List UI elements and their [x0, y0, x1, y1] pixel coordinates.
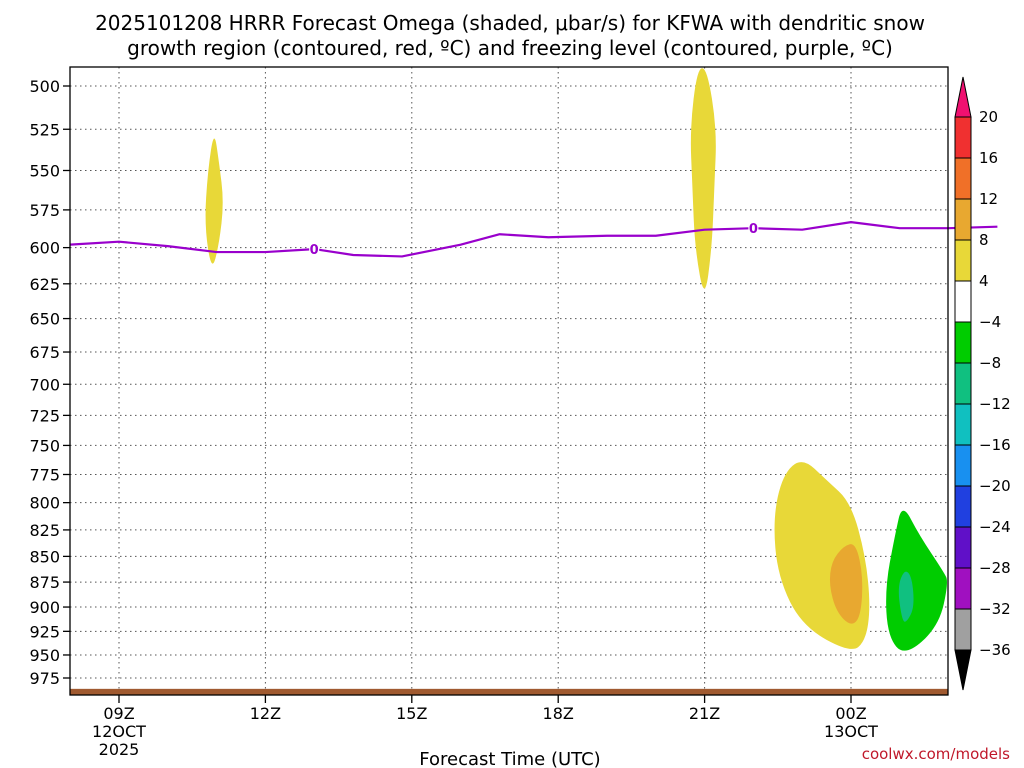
colorbar-label: 8: [979, 231, 989, 249]
colorbar-box: [954, 403, 972, 446]
freezing-label-background: [309, 241, 320, 258]
y-tick-label: 900: [29, 598, 60, 617]
y-tick-label: 950: [29, 646, 60, 665]
chart-title-line-1: 2025101208 HRRR Forecast Omega (shaded, …: [95, 11, 925, 35]
colorbar-box: [954, 239, 972, 282]
y-tick-label: 550: [29, 161, 60, 180]
x-tick-label: 15Z: [396, 704, 427, 723]
colorbar-box: [954, 526, 972, 569]
terrain-fill: [70, 688, 948, 695]
y-tick-label: 775: [29, 465, 60, 484]
terrain-band: [70, 688, 948, 695]
y-tick-label: 975: [29, 669, 60, 688]
freezing-level-label: 0: [749, 222, 758, 237]
colorbar-label: −16: [979, 436, 1011, 454]
x-tick-label: 12Z: [250, 704, 281, 723]
omega-shaded-regions: [205, 68, 947, 651]
colorbar-label: −8: [979, 354, 1001, 372]
omega-region: [898, 571, 914, 622]
colorbar: 20 16 12 8 4 −4 −8 −12 −16 −20 −24 −28 −32 −36: [954, 76, 1011, 691]
y-tick-label: 725: [29, 406, 60, 425]
colorbar-box: [954, 567, 972, 610]
colorbar-label: −36: [979, 641, 1011, 659]
x-tick-label: 09Z: [103, 704, 134, 723]
y-tick-label: 600: [29, 239, 60, 258]
x-tick-date: 13OCT: [824, 722, 878, 741]
omega-region: [886, 510, 947, 651]
colorbar-box: [954, 116, 972, 159]
colorbar-box: [954, 485, 972, 528]
y-tick-label: 850: [29, 547, 60, 566]
colorbar-label: −12: [979, 395, 1011, 413]
y-tick-label: 625: [29, 275, 60, 294]
plot-border: [69, 66, 949, 696]
colorbar-label: −4: [979, 313, 1001, 331]
y-tick-label: 500: [29, 77, 60, 96]
credit-text: coolwx.com/models: [862, 745, 1010, 763]
x-tick-label: 18Z: [543, 704, 574, 723]
y-tick-label: 675: [29, 343, 60, 362]
x-tick-year: 2025: [99, 740, 140, 759]
colorbar-top-triangle: [954, 76, 972, 118]
x-tick-label: 00Z: [835, 704, 866, 723]
omega-region: [829, 544, 863, 624]
colorbar-label: 16: [979, 149, 998, 167]
omega-region: [690, 68, 716, 289]
omega-region: [205, 138, 223, 264]
freezing-label-background: [748, 220, 759, 237]
freezing-level-contour: 00: [70, 220, 998, 258]
y-tick-label: 700: [29, 375, 60, 394]
x-axis-title: Forecast Time (UTC): [419, 749, 600, 768]
colorbar-label: −28: [979, 559, 1011, 577]
y-tick-label: 875: [29, 573, 60, 592]
colorbar-box: [954, 280, 972, 323]
freezing-level-label: 0: [310, 243, 319, 258]
colorbar-label: −32: [979, 600, 1011, 618]
plot-frame: [69, 66, 949, 696]
colorbar-label: 20: [979, 108, 998, 126]
y-tick-label: 650: [29, 310, 60, 329]
colorbar-box: [954, 608, 972, 651]
colorbar-bottom-triangle: [954, 649, 972, 691]
x-tick-label: 21Z: [689, 704, 720, 723]
colorbar-box: [954, 362, 972, 405]
colorbar-box: [954, 157, 972, 200]
y-tick-label: 800: [29, 494, 60, 513]
freezing-level-line: [70, 221, 998, 258]
chart-title-line-2: growth region (contoured, red, ºC) and f…: [127, 36, 893, 60]
colorbar-box: [954, 198, 972, 241]
y-tick-label: 750: [29, 436, 60, 455]
y-tick-label: 925: [29, 622, 60, 641]
y-tick-label: 525: [29, 120, 60, 139]
colorbar-box: [954, 321, 972, 364]
colorbar-label: 12: [979, 190, 998, 208]
y-axis-ticks: 500 525 550 575 600 625 650 675 700 725 750 775 800 8…: [29, 77, 70, 688]
x-tick-date: 12OCT: [92, 722, 146, 741]
colorbar-label: −24: [979, 518, 1011, 536]
colorbar-label: 4: [979, 272, 989, 290]
colorbar-box: [954, 444, 972, 487]
y-tick-label: 575: [29, 201, 60, 220]
colorbar-label: −20: [979, 477, 1011, 495]
y-tick-label: 825: [29, 521, 60, 540]
